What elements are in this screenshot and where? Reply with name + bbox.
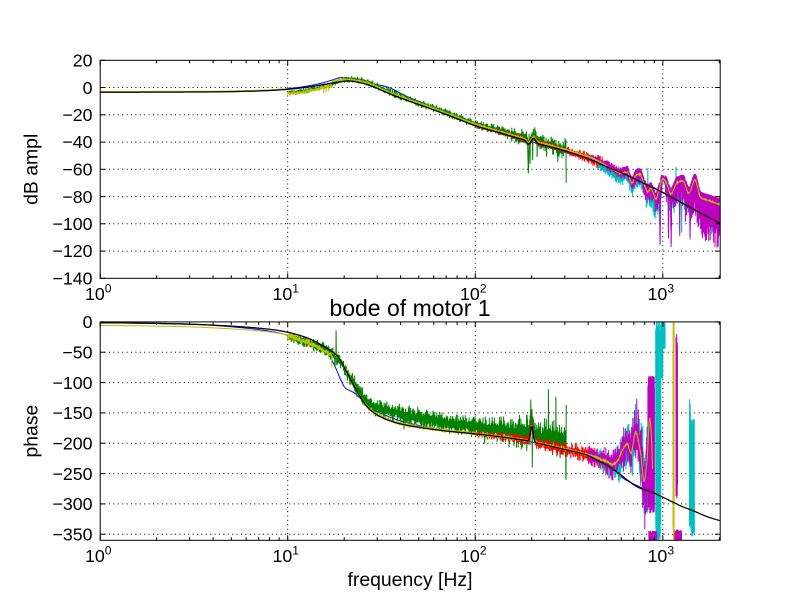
svg-text:−20: −20 [62,105,92,125]
svg-text:−40: −40 [62,132,92,152]
svg-text:−300: −300 [52,494,92,514]
svg-text:−50: −50 [62,342,92,362]
svg-text:−80: −80 [62,187,92,207]
svg-text:−60: −60 [62,160,92,180]
svg-text:0: 0 [83,312,93,332]
svg-text:−120: −120 [52,241,92,261]
svg-text:bode of motor 1: bode of motor 1 [329,295,490,321]
svg-text:0: 0 [83,78,93,98]
svg-text:−150: −150 [52,403,92,423]
svg-text:−140: −140 [52,269,92,289]
svg-text:−200: −200 [52,433,92,453]
svg-text:−250: −250 [52,464,92,484]
svg-text:−100: −100 [52,373,92,393]
svg-text:20: 20 [73,51,93,71]
svg-text:dB ampl: dB ampl [21,134,43,205]
svg-text:phase: phase [21,405,43,458]
svg-text:−350: −350 [52,524,92,544]
svg-text:−100: −100 [52,214,92,234]
svg-text:frequency [Hz]: frequency [Hz] [347,569,472,591]
